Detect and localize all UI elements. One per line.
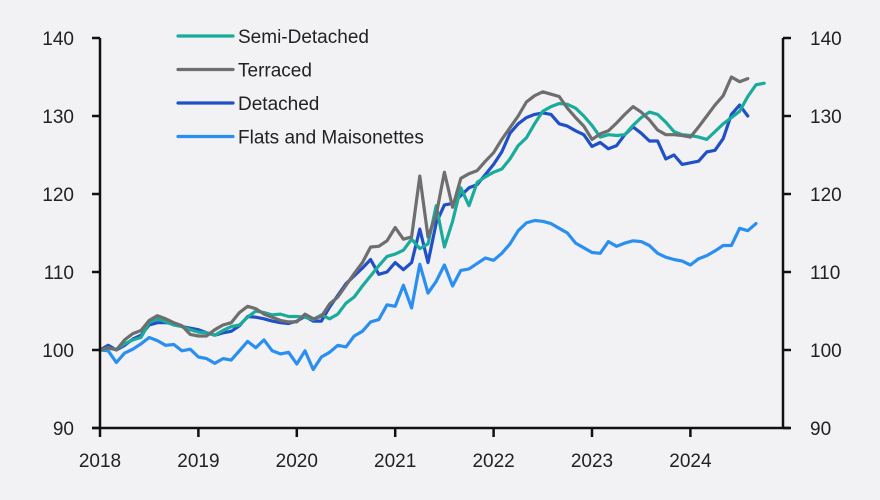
x-tick-label: 2023: [571, 451, 613, 472]
x-tick-label: 2019: [177, 451, 219, 472]
series-line-flats-and-maisonettes: [98, 218, 758, 372]
y-tick-label-right: 130: [810, 107, 842, 128]
y-tick-label-left: 90: [53, 419, 74, 440]
legend-label: Flats and Maisonettes: [238, 128, 424, 149]
y-tick-label-right: 110: [810, 263, 840, 284]
ticks: 90 100 110 120 130 140 90 100 110 120 130 140 2018 20…: [42, 29, 841, 472]
legend-label: Semi-Detached: [238, 27, 369, 48]
legend: Semi-Detached Terraced Detached Flats and M…: [176, 27, 424, 149]
x-tick-label: 2021: [374, 451, 416, 472]
legend-label: Detached: [238, 94, 319, 115]
y-tick-label-right: 120: [810, 185, 842, 206]
y-tick-label-left: 140: [42, 29, 74, 50]
y-tick-label-right: 100: [810, 341, 842, 362]
y-tick-label-left: 130: [42, 107, 74, 128]
series-lines: [98, 75, 766, 372]
series-line-detached: [98, 103, 750, 352]
x-tick-label: 2020: [276, 451, 318, 472]
x-tick-label: 2024: [669, 451, 712, 472]
x-tick-label: 2022: [472, 451, 514, 472]
x-tick-label: 2018: [79, 451, 121, 472]
axes: [92, 38, 790, 430]
series-line-semi-detached: [98, 81, 766, 352]
y-tick-label-left: 120: [42, 185, 74, 206]
legend-label: Terraced: [238, 61, 312, 82]
series-line-terraced: [98, 75, 750, 352]
y-tick-label-right: 140: [810, 29, 842, 50]
y-tick-label-left: 100: [42, 341, 74, 362]
y-tick-label-right: 90: [810, 419, 831, 440]
y-tick-label-left: 110: [44, 263, 74, 284]
